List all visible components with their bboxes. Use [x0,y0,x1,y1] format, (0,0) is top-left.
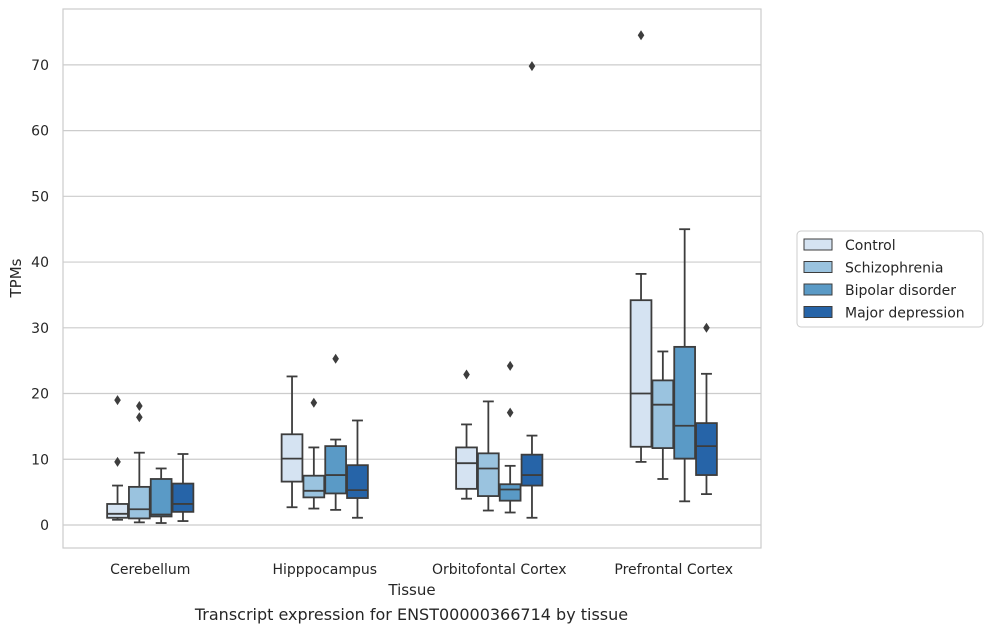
box [280,375,304,509]
box-iqr [477,452,500,497]
y-tick-label: 30 [31,321,49,337]
box [629,30,653,463]
legend-swatch [803,283,833,296]
x-tick-label: Hipppocampus [272,562,377,578]
box [673,228,696,503]
box-iqr [673,345,696,460]
outlier-point [136,412,143,423]
box [346,419,369,519]
x-axis-ticks: Cerebellum Hipppocampus Orbitofontal Corte… [110,562,733,578]
box-iqr [455,446,478,490]
gridlines [63,64,761,526]
legend: Control Schizophrenia Bipolar disorder Majo… [796,230,984,328]
x-tick-label: Prefrontal Cortex [614,562,733,578]
box [149,467,173,524]
legend-label: Control [845,238,896,254]
y-axis-title: TPMs [7,258,25,298]
box [455,369,478,500]
box-iqr [128,485,151,520]
box-iqr [324,445,347,495]
outlier-point [463,369,470,380]
x-axis-title: Tissue [387,581,435,599]
outlier-point [114,456,121,467]
outlier-point [506,407,514,418]
box [477,400,500,512]
box-series [106,30,718,524]
box [106,395,129,521]
y-tick-label: 60 [31,124,49,140]
x-tick-label: Orbitofontal Cortex [432,562,567,578]
outlier-point [136,401,143,412]
box-iqr [302,474,326,499]
outlier-point [114,395,121,406]
outlier-point [703,322,710,333]
box-iqr [106,503,129,519]
outlier-point [528,61,536,72]
legend-swatch [803,238,833,251]
legend-label: Schizophrenia [845,261,943,277]
box-iqr [346,464,369,499]
box-iqr [520,453,544,487]
y-tick-label: 70 [31,58,49,74]
y-tick-label: 50 [31,189,49,205]
box [498,360,522,514]
legend-swatch [803,261,833,273]
figure-caption: Transcript expression for ENST0000036671… [194,605,629,624]
legend-label: Bipolar disorder [845,283,956,299]
box [651,350,675,480]
box-iqr [171,482,195,513]
box-iqr [695,422,718,476]
x-tick-label: Cerebellum [110,562,190,578]
y-tick-label: 10 [31,452,49,468]
plot-area-frame [62,8,762,549]
box-iqr [651,379,675,449]
box [324,353,347,511]
y-axis-ticks: 0 10 20 30 40 50 60 70 [31,58,49,534]
legend-label: Major depression [845,306,965,322]
box [302,397,326,510]
outlier-point [637,30,645,41]
legend-frame [796,230,984,328]
box [128,401,151,524]
box [171,453,195,522]
y-tick-label: 20 [31,387,49,403]
box-iqr [629,299,653,448]
box [520,61,544,519]
legend-swatch [803,306,833,318]
outlier-point [310,397,318,408]
outlier-point [332,353,339,364]
box [695,322,718,496]
y-tick-label: 0 [40,518,49,534]
box-iqr [149,478,173,518]
y-tick-label: 40 [31,255,49,271]
box-iqr [498,483,522,502]
outlier-point [506,360,514,371]
